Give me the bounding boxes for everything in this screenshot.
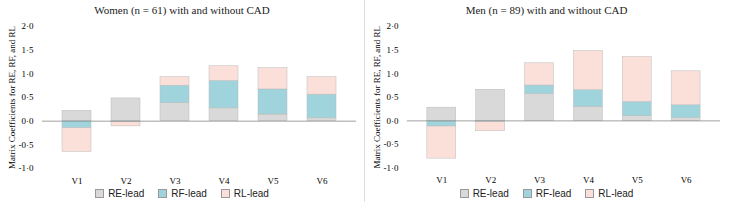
svg-text:V3: V3 — [170, 176, 181, 186]
html-text:Women (n = 61) with and withou: Women (n = 61) with and without CAD — [94, 4, 270, 16]
svg-text:V2: V2 — [121, 176, 132, 186]
svg-text:1·0: 1·0 — [386, 69, 398, 79]
html-text:RF-lead: RF-lead — [171, 188, 207, 199]
svg-text:1·5: 1·5 — [386, 45, 398, 55]
svg-text:V4: V4 — [583, 175, 594, 185]
svg-text:V5: V5 — [632, 175, 643, 185]
svg-text:V2: V2 — [485, 175, 496, 185]
svg-text:V1: V1 — [436, 175, 447, 185]
svg-text:2·0: 2·0 — [386, 21, 398, 31]
html-text:RE-lead: RE-lead — [472, 187, 509, 199]
svg-text:0·5: 0·5 — [386, 92, 398, 102]
svg-text:1·0: 1·0 — [22, 69, 34, 79]
svg-text:0·0: 0·0 — [386, 116, 398, 126]
html-text:Men (n = 89) with and without: Men (n = 89) with and without CAD — [465, 4, 628, 16]
svg-text:0·0: 0·0 — [22, 116, 34, 126]
svg-text:0·5: 0·5 — [22, 92, 34, 102]
svg-text:Matrix Coefficients for RE, RF: Matrix Coefficients for RE, RF, and RL — [372, 26, 382, 169]
svg-text:V4: V4 — [219, 176, 230, 186]
svg-text:V5: V5 — [268, 176, 279, 186]
svg-text:-1·0: -1·0 — [19, 163, 34, 173]
svg-text:-1·0: -1·0 — [383, 163, 398, 173]
svg-text:-0·5: -0·5 — [19, 140, 34, 150]
svg-text:2·0: 2·0 — [22, 21, 34, 31]
svg-text:V1: V1 — [72, 176, 83, 186]
svg-text:Matrix Coefficients for RE, RF: Matrix Coefficients for RE, RF, and RL — [7, 26, 17, 169]
svg-text:V6: V6 — [681, 175, 692, 185]
svg-text:1·5: 1·5 — [22, 45, 34, 55]
svg-text:-0·5: -0·5 — [383, 139, 398, 149]
svg-text:V3: V3 — [534, 175, 545, 185]
html-text:RE-lead: RE-lead — [108, 188, 145, 199]
html-text:RF-lead: RF-lead — [535, 187, 572, 199]
html-text:RL-lead: RL-lead — [233, 188, 269, 199]
html-text:RL-lead: RL-lead — [598, 187, 634, 199]
svg-text:V6: V6 — [317, 176, 328, 186]
